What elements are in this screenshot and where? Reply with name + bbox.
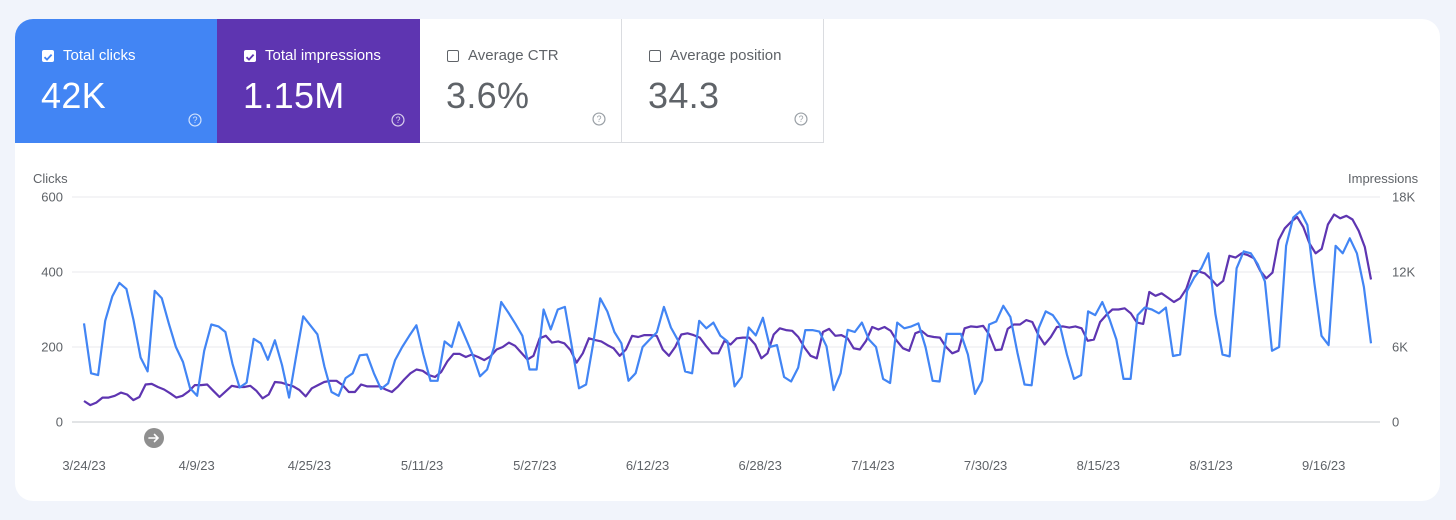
- y-left-tick-label: 600: [41, 190, 63, 205]
- y-left-tick-label: 200: [41, 340, 63, 355]
- metric-total-clicks[interactable]: Total clicks 42K ?: [15, 19, 217, 143]
- metric-average-ctr[interactable]: Average CTR 3.6% ?: [420, 19, 622, 143]
- metric-average-position[interactable]: Average position 34.3 ?: [622, 19, 824, 143]
- checkbox-unchecked-icon[interactable]: [447, 49, 459, 62]
- metric-label: Total clicks: [63, 47, 136, 64]
- help-icon[interactable]: ?: [391, 113, 405, 127]
- x-tick-label: 9/16/23: [1302, 458, 1345, 473]
- svg-text:?: ?: [193, 115, 198, 125]
- checkbox-checked-icon[interactable]: [42, 49, 54, 62]
- metric-value: 3.6%: [446, 75, 530, 116]
- metric-total-impressions[interactable]: Total impressions 1.15M ?: [217, 19, 420, 143]
- y-right-tick-label: 6K: [1392, 340, 1408, 355]
- y-right-tick-label: 0: [1392, 415, 1399, 430]
- svg-text:?: ?: [396, 115, 401, 125]
- metric-label: Average CTR: [468, 47, 559, 64]
- help-icon[interactable]: ?: [794, 112, 808, 126]
- y-right-tick-label: 12K: [1392, 265, 1415, 280]
- y-left-tick-label: 0: [56, 415, 63, 430]
- x-tick-label: 5/11/23: [401, 458, 443, 473]
- clicks-series-line: [82, 210, 1373, 399]
- checkbox-unchecked-icon[interactable]: [649, 49, 661, 62]
- right-axis-title: Impressions: [1348, 171, 1419, 186]
- help-icon[interactable]: ?: [188, 113, 202, 127]
- x-tick-label: 4/25/23: [288, 458, 331, 473]
- annotation-arrow-icon[interactable]: [144, 428, 164, 448]
- x-tick-label: 6/12/23: [626, 458, 669, 473]
- impressions-series-line: [83, 213, 1373, 407]
- svg-text:?: ?: [597, 114, 602, 124]
- y-right-tick-label: 18K: [1392, 190, 1415, 205]
- x-tick-label: 3/24/23: [62, 458, 105, 473]
- metric-label: Average position: [670, 47, 782, 64]
- help-icon[interactable]: ?: [592, 112, 606, 126]
- metric-value: 1.15M: [243, 75, 345, 116]
- x-tick-label: 8/31/23: [1189, 458, 1232, 473]
- checkbox-checked-icon[interactable]: [244, 49, 256, 62]
- metric-value: 34.3: [648, 75, 720, 116]
- x-tick-label: 7/30/23: [964, 458, 1007, 473]
- y-left-tick-label: 400: [41, 265, 63, 280]
- left-axis-title: Clicks: [33, 171, 68, 186]
- x-tick-label: 7/14/23: [851, 458, 894, 473]
- metric-value: 42K: [41, 75, 106, 116]
- x-tick-label: 4/9/23: [179, 458, 215, 473]
- metric-label: Total impressions: [265, 47, 381, 64]
- x-tick-label: 5/27/23: [513, 458, 556, 473]
- x-tick-label: 6/28/23: [739, 458, 782, 473]
- svg-text:?: ?: [799, 114, 804, 124]
- x-tick-label: 8/15/23: [1077, 458, 1120, 473]
